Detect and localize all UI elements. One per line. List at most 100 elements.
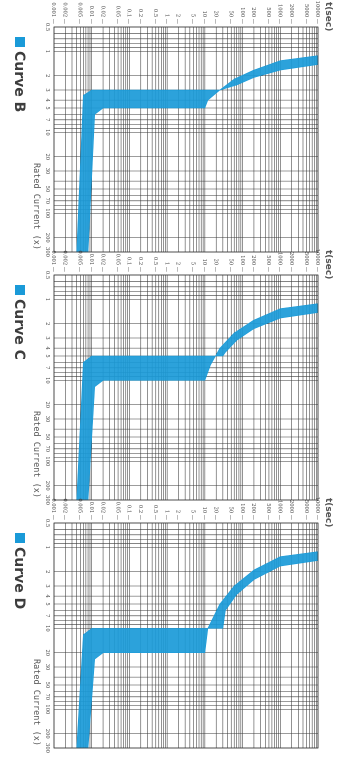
- x-tick-label: 30: [44, 664, 50, 671]
- x-tick-label: 0.5: [44, 271, 50, 279]
- x-tick-label: 3: [44, 584, 50, 587]
- y-tick-label: 1 —: [163, 262, 169, 272]
- y-tick-label: 0.02 —: [99, 502, 105, 520]
- y-tick-label: 2 —: [175, 262, 181, 272]
- x-tick-label: 7: [44, 614, 50, 617]
- chart-title: Curve D: [11, 547, 27, 609]
- y-tick-label: 2 —: [175, 510, 181, 520]
- x-tick-label: 20: [44, 401, 50, 408]
- y-tick-label: 2000 —: [288, 4, 294, 24]
- y-tick-label: 10 —: [201, 507, 207, 520]
- x-tick-label: 100: [44, 456, 50, 466]
- x-tick-label: 1: [44, 546, 50, 549]
- plot-frame: [53, 274, 319, 501]
- y-tick-label: 0.2 —: [137, 257, 143, 272]
- y-tick-label: 100 —: [239, 503, 245, 520]
- x-tick-label: 4: [44, 594, 50, 598]
- x-tick-label: 50: [44, 434, 50, 441]
- y-tick-label: 0.2 —: [137, 9, 143, 24]
- y-tick-label: 0.002 —: [62, 2, 68, 24]
- x-tick-label: 1: [44, 50, 50, 53]
- y-tick-label: 0.005 —: [77, 498, 83, 520]
- y-tick-label: 50 —: [227, 11, 233, 24]
- y-tick-label: 20 —: [212, 11, 218, 24]
- x-tick-label: 4: [44, 98, 50, 102]
- y-tick-label: 1 —: [163, 14, 169, 24]
- x-tick-label: 0.5: [44, 519, 50, 527]
- y-tick-label: 0.01 —: [88, 502, 94, 520]
- x-tick-label: 7: [44, 118, 50, 121]
- x-axis-label: Rated Current (x): [31, 411, 41, 498]
- x-tick-label: 300: [44, 247, 50, 257]
- y-tick-label: 0.05 —: [114, 6, 120, 24]
- y-tick-label: 100 —: [239, 7, 245, 24]
- trip-band: [76, 551, 319, 749]
- x-tick-label: 4: [44, 346, 50, 350]
- x-tick-label: 20: [44, 153, 50, 160]
- x-tick-label: 200: [44, 233, 50, 243]
- chart-panel-1: 0.5 1 2 3 4 5 7 10 20 30 50 70 100 200 300 10000 — 5000 …: [11, 1, 333, 257]
- x-tick-label: 3: [44, 88, 50, 91]
- chart-panel-3: 0.5 1 2 3 4 5 7 10 20 30 50 70 100 200 300 10000 — 5000 …: [11, 497, 333, 753]
- y-tick-label: 50 —: [227, 259, 233, 272]
- x-tick-label: 100: [44, 704, 50, 714]
- y-tick-label: 5 —: [190, 14, 196, 24]
- x-tick-label: 0.5: [44, 23, 50, 31]
- trip-band: [76, 55, 319, 253]
- y-tick-label: 5000 —: [303, 500, 309, 520]
- y-tick-label: 5000 —: [303, 4, 309, 24]
- x-tick-label: 5: [44, 354, 50, 357]
- y-tick-label: 10000 —: [314, 249, 320, 272]
- x-tick-label: 30: [44, 168, 50, 175]
- y-tick-label: 10 —: [201, 11, 207, 24]
- y-tick-label: 0.5 —: [152, 505, 158, 520]
- y-tick-label: 0.5 —: [152, 9, 158, 24]
- legend-swatch: [15, 37, 25, 47]
- x-tick-label: 2: [44, 322, 50, 325]
- y-tick-label: 200 —: [250, 255, 256, 272]
- y-tick-label: 0.001 —: [50, 2, 56, 24]
- y-tick-label: 1000 —: [276, 4, 282, 24]
- y-tick-label: 0.002 —: [62, 250, 68, 272]
- y-tick-label: 0.2 —: [137, 505, 143, 520]
- y-tick-label: 0.1 —: [126, 505, 132, 520]
- y-tick-label: 0.001 —: [50, 250, 56, 272]
- y-tick-label: 10 —: [201, 259, 207, 272]
- y-tick-label: 2000 —: [288, 500, 294, 520]
- y-tick-label: 20 —: [212, 259, 218, 272]
- y-tick-label: 5 —: [190, 510, 196, 520]
- y-tick-label: 0.001 —: [50, 498, 56, 520]
- y-tick-label: 50 —: [227, 507, 233, 520]
- y-axis-label: t(sec): [323, 250, 333, 279]
- x-tick-label: 200: [44, 481, 50, 491]
- y-tick-label: 0.01 —: [88, 254, 94, 272]
- x-tick-label: 70: [44, 694, 50, 701]
- x-tick-label: 3: [44, 336, 50, 339]
- y-tick-label: 500 —: [265, 503, 271, 520]
- x-tick-label: 50: [44, 186, 50, 193]
- x-tick-label: 30: [44, 416, 50, 423]
- chart-title: Curve C: [11, 299, 27, 360]
- x-tick-label: 1: [44, 298, 50, 301]
- y-tick-label: 10000 —: [314, 1, 320, 24]
- x-tick-label: 20: [44, 649, 50, 656]
- plot-frame: [53, 522, 319, 749]
- x-tick-label: 300: [44, 495, 50, 505]
- chart-panel-2: 0.5 1 2 3 4 5 7 10 20 30 50 70 100 200 300 10000 — 5000 …: [11, 249, 333, 505]
- x-tick-label: 2: [44, 74, 50, 77]
- y-tick-label: 500 —: [265, 7, 271, 24]
- y-tick-label: 0.1 —: [126, 257, 132, 272]
- x-tick-label: 200: [44, 729, 50, 739]
- x-tick-label: 5: [44, 602, 50, 605]
- y-tick-label: 0.02 —: [99, 254, 105, 272]
- plot-frame: [53, 26, 319, 253]
- x-tick-label: 100: [44, 208, 50, 218]
- x-tick-label: 300: [44, 743, 50, 753]
- y-tick-label: 200 —: [250, 503, 256, 520]
- y-tick-label: 500 —: [265, 255, 271, 272]
- y-tick-label: 0.005 —: [77, 2, 83, 24]
- y-tick-label: 0.002 —: [62, 498, 68, 520]
